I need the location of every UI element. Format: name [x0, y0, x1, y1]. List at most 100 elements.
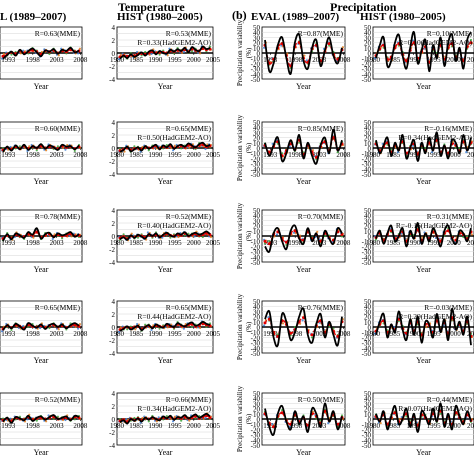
row4-temp-hist-ytick-label: 0 — [112, 324, 116, 332]
row1-precip-hist-xtick-label: 1995 — [427, 56, 442, 64]
row2-precip-ylabel: Precipitation variability (%) — [236, 114, 253, 181]
row2-temp-eval-member-point — [9, 145, 12, 149]
row3-precip-hist-ytick-label: 0 — [368, 233, 372, 241]
row4-temp-hist-member-point — [134, 328, 137, 331]
row5-precip-eval-ytick-label: 10 — [253, 411, 261, 419]
row2-precip-eval-xtick-label: 1998 — [288, 151, 303, 159]
row3-precip-hist-xlabel: Year — [416, 265, 431, 274]
row3-precip-hist-xtick-label: 1980 — [366, 239, 381, 247]
row1-temp-hist-member-point — [199, 52, 202, 55]
row4-temp-hist-ytick-label: -2 — [109, 337, 115, 345]
row5-precip-hist-ytick-label: 20 — [364, 406, 372, 414]
row5-temp-eval-member-point — [64, 418, 67, 422]
row2-temp-hist-ytick-label: 4 — [112, 119, 116, 127]
row5-precip-eval-member-point — [271, 423, 274, 426]
row4-temp-eval-member-point — [48, 326, 51, 330]
row2-precip-eval-ytick-label: -10 — [251, 150, 261, 158]
row3-temp-hist-member-point — [146, 231, 149, 234]
row3-temp-hist-member-point — [209, 235, 212, 239]
row5-precip-hist-xtick-label: 1990 — [406, 422, 421, 430]
row1-precip-hist-ytick-label: 0 — [368, 50, 372, 58]
row2-temp-hist-xtick-label: 1995 — [168, 151, 183, 159]
row4-precip-hist-ytick-label: 30 — [364, 308, 372, 316]
row1-precip-eval-member-point — [341, 46, 344, 49]
row5-precip-hist-member-point — [398, 417, 401, 421]
row5-temp-hist-ytick-label: 2 — [112, 403, 116, 411]
row3-temp-hist-ytick-label: 2 — [112, 220, 116, 228]
row2-temp-hist-member-point — [165, 143, 168, 147]
row3-temp-hist-obs-line — [119, 230, 211, 241]
row4-precip-eval-member-point — [281, 322, 285, 325]
row5-precip-eval-ytick-label: -30 — [251, 432, 261, 440]
row1-precip-eval-ytick-label: 30 — [253, 34, 261, 42]
row5-precip-hist-annotation: R=0.44(MME) — [427, 395, 473, 404]
row4-temp-hist-annotation: R=0.44(HadGEM2-AO) — [137, 312, 211, 321]
row2-temp-hist-xlabel: Year — [158, 177, 173, 186]
row2-precip-eval-xlabel: Year — [296, 177, 311, 186]
row5-temp-hist-annotation: R=0.66(MME) — [166, 395, 212, 404]
row4-precip-eval-mme-line — [264, 316, 343, 338]
row3-precip-hist-xtick-label: 2005 — [467, 239, 474, 247]
row2-temp-hist-ytick-label: 2 — [112, 132, 116, 140]
row1-precip-hist-ytick-label: -10 — [362, 55, 372, 63]
row2-temp-eval-member-point — [28, 145, 31, 148]
eval-right-header: EVAL (1989–2007) — [251, 11, 340, 23]
row3-precip-eval-ytick-label: 20 — [253, 223, 261, 231]
row5-precip-hist-ytick-label: 50 — [364, 390, 372, 398]
row3-precip-hist-xtick-label: 1995 — [427, 239, 442, 247]
precip-ylabel-line1: Precipitation variability — [236, 293, 244, 360]
row3-temp-hist-member-point — [130, 232, 133, 235]
row2-precip-hist-member-point — [431, 151, 434, 154]
row3-temp-hist-xtick-label: 1985 — [129, 239, 144, 247]
row1-temp-eval-member-point — [40, 50, 44, 54]
row2-precip-eval-ytick-label: -20 — [251, 155, 261, 163]
row4-precip-eval-obs-line — [264, 307, 343, 348]
row1-temp-eval-annotation: R=0.63(MME) — [35, 29, 81, 38]
row4-precip-hist-xtick-label: 2000 — [447, 330, 462, 338]
row4-temp-hist-member-point — [119, 326, 122, 329]
row1-temp-hist-annotation: R=0.53(MME) — [166, 29, 212, 38]
row3-precip-eval-ytick-label: -10 — [251, 238, 261, 246]
row3-temp-hist-ytick-label: 0 — [112, 233, 116, 241]
row3-precip-eval-xtick-label: 1998 — [288, 239, 303, 247]
row1-precip-eval-ytick-label: 50 — [253, 24, 261, 32]
row2-temp-hist-annotation: R=0.65(MME) — [166, 124, 212, 133]
row3-precip-hist-annotation: R=-0.16(HadGEM2-AO) — [396, 221, 473, 230]
row3-precip-hist-member-point — [466, 235, 469, 238]
row5-precip-eval-xlabel: Year — [296, 448, 311, 457]
row2-precip-eval-xtick-label: 2003 — [312, 151, 327, 159]
row5-precip-eval-member-point — [340, 414, 344, 417]
row3-temp-eval-xlabel: Year — [34, 265, 49, 274]
row3-temp-eval-member-point — [61, 237, 64, 240]
hist-left-header: HIST (1980–2005) — [117, 11, 203, 23]
row2-precip-eval-ytick-label: 30 — [253, 129, 261, 137]
row3-precip-hist-ytick-label: 10 — [364, 228, 372, 236]
row1-precip-eval-xtick-label: 2008 — [336, 56, 351, 64]
row2-temp-hist-member-point — [188, 146, 191, 149]
row2-precip-eval-ytick-label: 0 — [257, 145, 261, 153]
row3-temp-eval-xtick-label: 1993 — [1, 239, 16, 247]
row3-temp-hist-annotation: R=0.52(MME) — [166, 212, 212, 221]
row4-temp-eval-xtick-label: 1998 — [26, 330, 41, 338]
row2-precip-hist-xtick-label: 1985 — [386, 151, 401, 159]
row3-precip-eval-ytick-label: -50 — [251, 259, 261, 267]
row4-temp-eval-xtick-label: 2008 — [73, 330, 88, 338]
row5-precip-hist-xtick-label: 1980 — [366, 422, 381, 430]
row5-temp-hist-xtick-label: 1990 — [148, 422, 163, 430]
row3-precip-hist-ytick-label: -20 — [362, 243, 372, 251]
row5-precip-hist-obs-line — [375, 402, 472, 433]
row4-temp-hist-member-point — [190, 325, 194, 328]
row5-temp-eval-member-point — [73, 418, 76, 421]
row5-precip-eval-ytick-label: 30 — [253, 400, 261, 408]
row1-precip-eval-xtick-label: 1993 — [263, 56, 278, 64]
row5-temp-eval-member-point — [45, 420, 48, 423]
row5-temp-hist-member-point — [188, 419, 191, 422]
row1-temp-hist-ytick-label: 2 — [112, 37, 116, 45]
row3-temp-hist-xtick-label: 1990 — [148, 239, 163, 247]
row3-precip-eval-xtick-label: 2008 — [336, 239, 351, 247]
row3-precip-hist-obs-line — [375, 222, 472, 248]
row5-temp-hist-xtick-label: 1980 — [110, 422, 125, 430]
row2-precip-hist-xtick-label: 2000 — [447, 151, 462, 159]
row4-temp-eval-mme-point — [73, 323, 77, 327]
row3-precip-hist-ytick-label: -50 — [362, 259, 372, 267]
